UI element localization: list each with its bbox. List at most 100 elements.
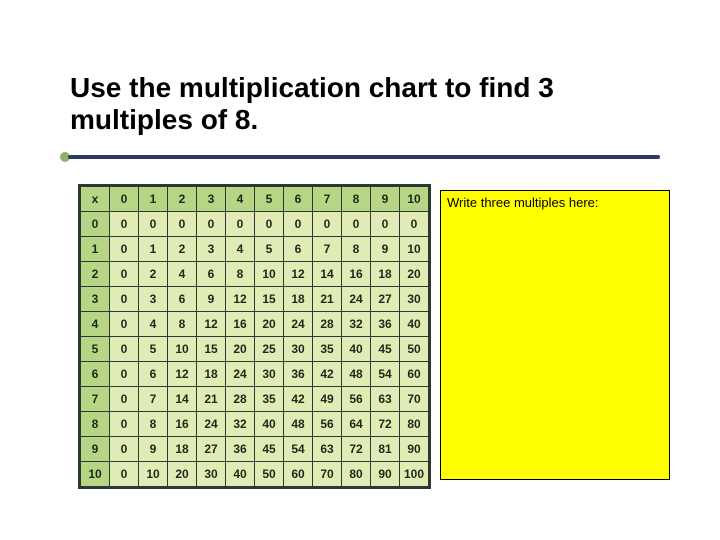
table-cell: 0 xyxy=(110,262,138,286)
table-cell: 12 xyxy=(197,312,225,336)
answer-box-label: Write three multiples here: xyxy=(447,195,663,210)
table-cell: 50 xyxy=(255,462,283,486)
table-cell: 20 xyxy=(400,262,428,286)
table-cell: 3 xyxy=(139,287,167,311)
table-cell: 4 xyxy=(139,312,167,336)
table-cell: 9 xyxy=(197,287,225,311)
table-cell: 28 xyxy=(313,312,341,336)
table-cell: 2 xyxy=(139,262,167,286)
table-cell: 6 xyxy=(139,362,167,386)
table-cell: 0 xyxy=(139,212,167,236)
table-row-header: 6 xyxy=(81,362,109,386)
table-cell: 6 xyxy=(197,262,225,286)
table-cell: 50 xyxy=(400,337,428,361)
table-cell: 7 xyxy=(139,387,167,411)
table-cell: 54 xyxy=(371,362,399,386)
table-cell: 12 xyxy=(284,262,312,286)
table-cell: 10 xyxy=(400,237,428,261)
table-row-header: 2 xyxy=(81,262,109,286)
table-cell: 63 xyxy=(313,437,341,461)
table-cell: 20 xyxy=(168,462,196,486)
table-cell: 40 xyxy=(226,462,254,486)
table-cell: 30 xyxy=(255,362,283,386)
title-divider xyxy=(60,152,660,162)
table-col-header: 6 xyxy=(284,187,312,211)
table-cell: 0 xyxy=(284,212,312,236)
table-cell: 30 xyxy=(284,337,312,361)
table-cell: 16 xyxy=(168,412,196,436)
table-cell: 64 xyxy=(342,412,370,436)
table-row-header: 1 xyxy=(81,237,109,261)
table-cell: 16 xyxy=(226,312,254,336)
table-cell: 18 xyxy=(168,437,196,461)
table-cell: 8 xyxy=(226,262,254,286)
table-col-header: 9 xyxy=(371,187,399,211)
table-cell: 0 xyxy=(313,212,341,236)
divider-line xyxy=(68,155,660,159)
table-col-header: 10 xyxy=(400,187,428,211)
table-cell: 90 xyxy=(400,437,428,461)
table-col-header: 8 xyxy=(342,187,370,211)
table-cell: 48 xyxy=(342,362,370,386)
table-cell: 80 xyxy=(342,462,370,486)
table-cell: 15 xyxy=(255,287,283,311)
table-cell: 0 xyxy=(255,212,283,236)
table-col-header: 0 xyxy=(110,187,138,211)
table-cell: 9 xyxy=(139,437,167,461)
table-cell: 0 xyxy=(342,212,370,236)
table-cell: 14 xyxy=(313,262,341,286)
table-cell: 8 xyxy=(342,237,370,261)
table-row-header: 10 xyxy=(81,462,109,486)
table-cell: 0 xyxy=(371,212,399,236)
table-col-header: 7 xyxy=(313,187,341,211)
table-row-header: 5 xyxy=(81,337,109,361)
table-col-header: 1 xyxy=(139,187,167,211)
table-cell: 5 xyxy=(139,337,167,361)
table-cell: 35 xyxy=(255,387,283,411)
table-cell: 14 xyxy=(168,387,196,411)
table-row-header: 0 xyxy=(81,212,109,236)
table-cell: 32 xyxy=(226,412,254,436)
table-cell: 40 xyxy=(255,412,283,436)
table-row-header: 8 xyxy=(81,412,109,436)
table-cell: 80 xyxy=(400,412,428,436)
table-cell: 10 xyxy=(168,337,196,361)
slide-title: Use the multiplication chart to find 3 m… xyxy=(70,72,650,136)
table-row-header: 3 xyxy=(81,287,109,311)
table-row-header: 7 xyxy=(81,387,109,411)
table-cell: 45 xyxy=(255,437,283,461)
table-cell: 70 xyxy=(400,387,428,411)
table-cell: 42 xyxy=(284,387,312,411)
table-cell: 60 xyxy=(284,462,312,486)
table-cell: 16 xyxy=(342,262,370,286)
table-cell: 0 xyxy=(197,212,225,236)
table-cell: 36 xyxy=(284,362,312,386)
table-cell: 0 xyxy=(110,312,138,336)
table-cell: 24 xyxy=(226,362,254,386)
table-cell: 81 xyxy=(371,437,399,461)
table-cell: 10 xyxy=(255,262,283,286)
table-cell: 21 xyxy=(197,387,225,411)
table-cell: 30 xyxy=(197,462,225,486)
table-cell: 32 xyxy=(342,312,370,336)
table-cell: 20 xyxy=(255,312,283,336)
table-cell: 25 xyxy=(255,337,283,361)
table-cell: 48 xyxy=(284,412,312,436)
table-cell: 27 xyxy=(371,287,399,311)
table-cell: 36 xyxy=(226,437,254,461)
table-cell: 7 xyxy=(313,237,341,261)
table-col-header: 5 xyxy=(255,187,283,211)
table-cell: 9 xyxy=(371,237,399,261)
table-cell: 0 xyxy=(110,412,138,436)
table-cell: 18 xyxy=(371,262,399,286)
table-cell: 0 xyxy=(110,387,138,411)
table-cell: 4 xyxy=(168,262,196,286)
table-cell: 3 xyxy=(197,237,225,261)
table-cell: 90 xyxy=(371,462,399,486)
table-cell: 6 xyxy=(284,237,312,261)
table-cell: 8 xyxy=(139,412,167,436)
table-cell: 45 xyxy=(371,337,399,361)
table-cell: 2 xyxy=(168,237,196,261)
table-cell: 63 xyxy=(371,387,399,411)
table-cell: 30 xyxy=(400,287,428,311)
